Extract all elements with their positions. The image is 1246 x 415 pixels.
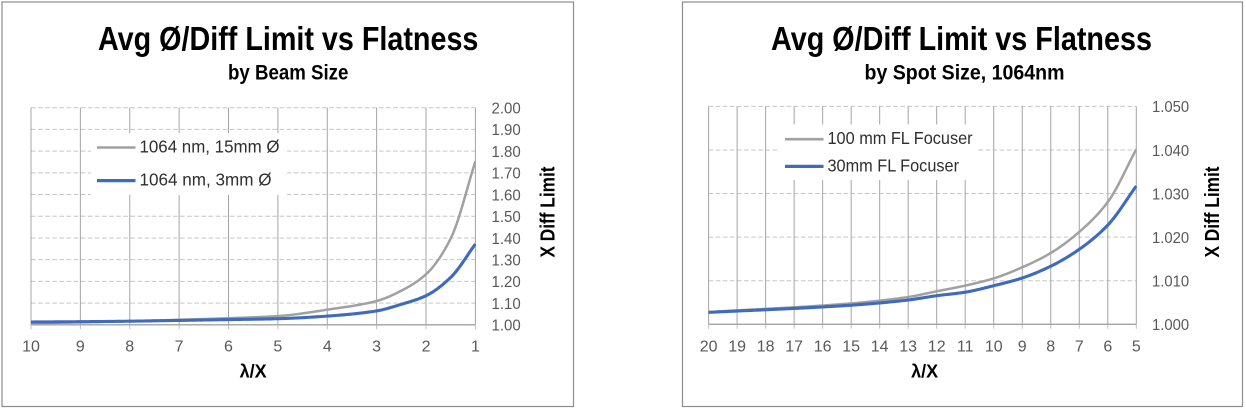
svg-text:1.040: 1.040 [1152,143,1189,160]
svg-text:8: 8 [125,339,134,356]
svg-text:4: 4 [323,339,332,356]
svg-text:12: 12 [928,339,946,356]
svg-text:1.30: 1.30 [492,252,521,269]
svg-text:1.010: 1.010 [1152,274,1189,291]
svg-text:3: 3 [372,339,381,356]
svg-text:10: 10 [985,339,1003,356]
svg-text:1.10: 1.10 [492,296,521,313]
svg-text:15: 15 [842,339,860,356]
svg-text:1.50: 1.50 [492,209,521,226]
svg-text:1064 nm, 15mm Ø: 1064 nm, 15mm Ø [140,137,280,157]
svg-text:5: 5 [1132,339,1141,356]
svg-text:1.050: 1.050 [1152,99,1189,116]
svg-text:1.70: 1.70 [492,166,521,183]
svg-text:by Beam Size: by Beam Size [228,61,348,85]
svg-text:1.90: 1.90 [492,122,521,139]
svg-text:5: 5 [273,339,282,356]
svg-text:2: 2 [422,339,431,356]
svg-text:1.000: 1.000 [1152,317,1189,334]
svg-text:1.00: 1.00 [492,318,521,335]
svg-text:1.20: 1.20 [492,274,521,291]
svg-text:1.80: 1.80 [492,144,521,161]
svg-text:λ/X: λ/X [240,362,267,382]
svg-text:λ/X: λ/X [911,362,938,382]
svg-text:Avg Ø/Diff Limit vs Flatness: Avg Ø/Diff Limit vs Flatness [98,20,478,57]
svg-text:14: 14 [871,339,889,356]
svg-text:30mm FL Focuser: 30mm FL Focuser [828,155,960,175]
svg-text:6: 6 [224,339,233,356]
svg-text:1.030: 1.030 [1152,186,1189,203]
svg-text:18: 18 [757,339,775,356]
svg-text:13: 13 [899,339,917,356]
svg-text:1.40: 1.40 [492,231,521,248]
svg-text:20: 20 [700,339,718,356]
svg-text:1.60: 1.60 [492,187,521,204]
svg-text:16: 16 [814,339,832,356]
svg-text:2.00: 2.00 [492,101,521,118]
svg-text:11: 11 [957,339,974,356]
svg-text:8: 8 [1046,339,1055,356]
svg-text:9: 9 [76,339,85,356]
svg-text:X Diff Limit: X Diff Limit [1202,166,1224,257]
svg-text:7: 7 [1075,339,1084,356]
svg-text:19: 19 [728,339,746,356]
svg-text:X Diff Limit: X Diff Limit [538,166,560,257]
svg-text:6: 6 [1103,339,1112,356]
svg-text:100 mm FL Focuser: 100 mm FL Focuser [828,128,973,148]
svg-text:by Spot Size, 1064nm: by Spot Size, 1064nm [865,61,1065,85]
svg-text:9: 9 [1018,339,1027,356]
svg-text:7: 7 [175,339,184,356]
svg-text:1: 1 [471,339,480,356]
svg-text:10: 10 [22,339,40,356]
svg-text:17: 17 [785,339,803,356]
svg-text:Avg Ø/Diff Limit vs Flatness: Avg Ø/Diff Limit vs Flatness [771,20,1152,57]
svg-text:1064 nm, 3mm Ø: 1064 nm, 3mm Ø [140,170,272,190]
svg-text:1.020: 1.020 [1152,230,1189,247]
